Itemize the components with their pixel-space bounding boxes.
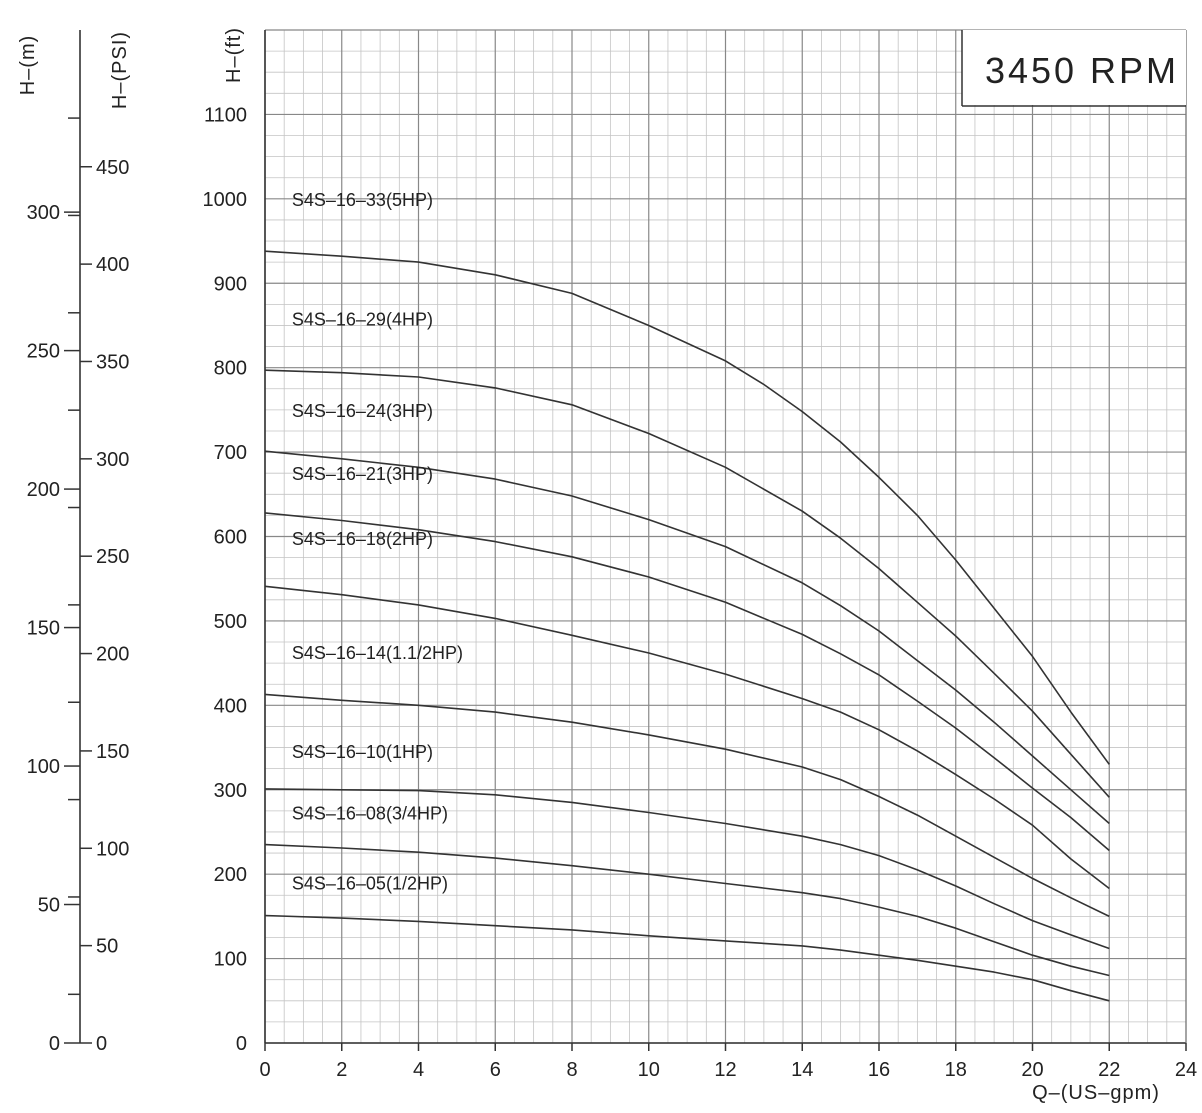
m-tick-label: 250 [27, 341, 60, 363]
psi-tick-label: 300 [96, 449, 129, 471]
performance-curve [264, 250, 1110, 765]
curve-label: S4S–16–08(3/4HP) [292, 804, 448, 824]
curve-label: S4S–16–33(5HP) [292, 190, 433, 210]
m-tick-label: 200 [27, 479, 60, 501]
m-tick-label: 100 [27, 756, 60, 778]
performance-curve [264, 693, 1110, 918]
y-tick-label: 400 [214, 695, 247, 717]
x-tick-label: 2 [336, 1059, 347, 1081]
performance-curve [264, 512, 1110, 852]
performance-curve [264, 585, 1110, 890]
x-tick-label: 20 [1021, 1059, 1043, 1081]
y-tick-label: 100 [214, 949, 247, 971]
y-axis-psi: 0 50 100 150 200 250 300 350 400 450 [68, 30, 129, 1055]
x-tick-label: 24 [1175, 1059, 1197, 1081]
y-tick-label: 800 [214, 358, 247, 380]
performance-curve [264, 788, 1110, 950]
curve-label: S4S–16–05(1/2HP) [292, 874, 448, 894]
psi-tick-label: 450 [96, 157, 129, 179]
curve-label: S4S–16–24(3HP) [292, 401, 433, 421]
x-axis-title: Q–(US–gpm) [1032, 1082, 1160, 1104]
x-tick-label: 12 [714, 1059, 736, 1081]
m-tick-label: 300 [27, 202, 60, 224]
curve-label: S4S–16–14(1.1/2HP) [292, 643, 463, 663]
curve-labels: S4S–16–33(5HP) S4S–16–29(4HP) S4S–16–24(3H… [292, 190, 463, 894]
y-axis-m: 0 50 100 150 200 250 300 [27, 202, 80, 1055]
performance-curve [264, 450, 1110, 825]
y-axis-psi-title: H–(PSI) [109, 31, 131, 109]
y-axis-ft-title: H–(ft) [223, 27, 245, 83]
y-tick-label: 0 [236, 1033, 247, 1055]
y-tick-label: 700 [214, 442, 247, 464]
x-tick-label: 0 [259, 1059, 270, 1081]
x-tick-label: 4 [413, 1059, 424, 1081]
x-tick-label: 10 [638, 1059, 660, 1081]
x-tick-label: 6 [490, 1059, 501, 1081]
psi-tick-label: 100 [96, 838, 129, 860]
curve-label: S4S–16–18(2HP) [292, 529, 433, 549]
y-tick-label: 1100 [204, 104, 247, 126]
y-tick-label: 300 [214, 780, 247, 802]
x-tick-label: 22 [1098, 1059, 1120, 1081]
y-axis-m-title: H–(m) [17, 35, 39, 96]
x-tick-label: 18 [945, 1059, 967, 1081]
rpm-box: 3450 RPM [961, 30, 1186, 107]
x-axis: 0 2 4 6 8 10 12 14 16 18 20 22 24 [259, 1043, 1197, 1081]
performance-curve [264, 843, 1110, 977]
performance-curves [264, 250, 1110, 1002]
curve-label: S4S–16–10(1HP) [292, 742, 433, 762]
y-tick-label: 600 [214, 527, 247, 549]
psi-tick-label: 150 [96, 741, 129, 763]
curve-label: S4S–16–21(3HP) [292, 464, 433, 484]
m-tick-label: 50 [38, 895, 60, 917]
x-tick-label: 16 [868, 1059, 890, 1081]
performance-curve [264, 369, 1110, 798]
psi-tick-label: 250 [96, 546, 129, 568]
y-tick-label: 1000 [203, 189, 248, 211]
psi-tick-label: 200 [96, 644, 129, 666]
x-tick-label: 14 [791, 1059, 813, 1081]
y-tick-label: 200 [214, 864, 247, 886]
psi-tick-label: 0 [96, 1033, 107, 1055]
curve-label: S4S–16–29(4HP) [292, 310, 433, 330]
psi-tick-label: 350 [96, 351, 129, 373]
y-tick-label: 500 [214, 611, 247, 633]
x-tick-label: 8 [566, 1059, 577, 1081]
rpm-label: 3450 RPM [985, 50, 1179, 91]
y-tick-label: 900 [214, 273, 247, 295]
psi-tick-label: 50 [96, 936, 118, 958]
m-tick-label: 0 [49, 1033, 60, 1055]
rpm-box-background [962, 30, 1186, 105]
y-axis-ft: 0 100 200 300 400 500 600 700 800 900 1000 1100 [203, 104, 248, 1055]
psi-tick-label: 400 [96, 254, 129, 276]
performance-curve [264, 914, 1110, 1002]
m-tick-label: 150 [27, 618, 60, 640]
